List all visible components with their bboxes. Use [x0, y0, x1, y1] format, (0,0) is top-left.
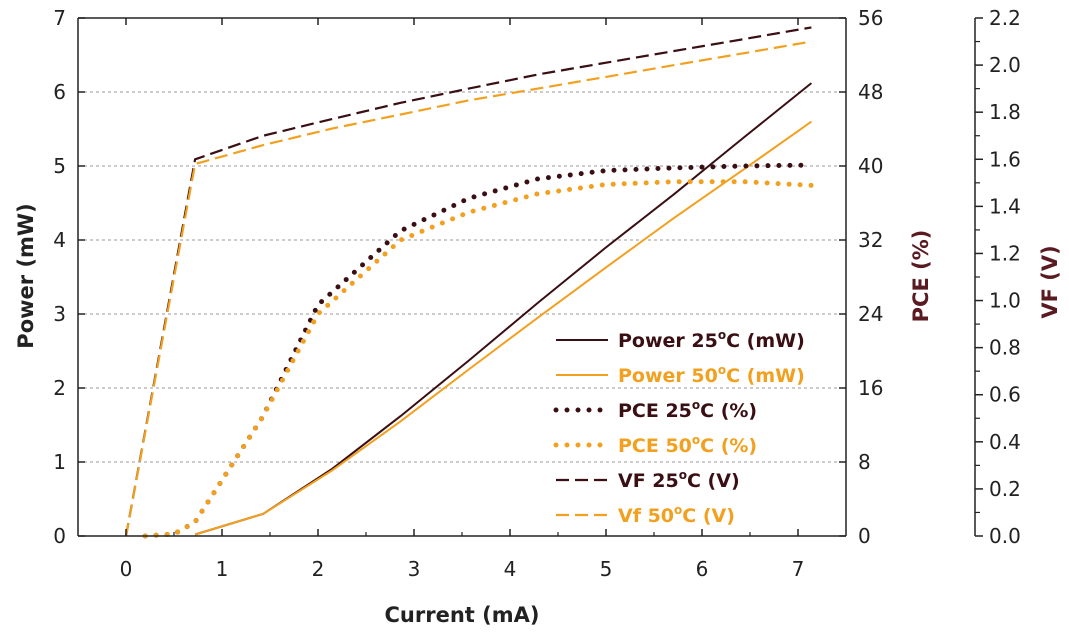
y-left-tick-label: 5	[53, 154, 66, 178]
y-left-axis-title: Power (mW)	[14, 203, 38, 348]
y-pce-tick-label: 40	[858, 154, 883, 178]
legend-label: Power 25oC (mW)	[618, 328, 805, 352]
y-pce-tick-label: 24	[858, 302, 883, 326]
axis-vf: 0.0 0.2 0.4 0.6 0.8 1.0 1.2 1.4 1.6 1.8 2.0 2.2	[974, 6, 1021, 548]
legend-label: VF 25oC (V)	[618, 468, 740, 492]
series-line-2	[142, 162, 814, 539]
y-left-tick-label: 1	[53, 450, 66, 474]
y-vf-tick-label: 2.0	[989, 53, 1021, 77]
y-left-tick-label: 3	[53, 302, 66, 326]
y-pce-tick-label: 16	[858, 376, 883, 400]
y-left-tick-label: 6	[53, 80, 66, 104]
plot-frame	[77, 17, 847, 537]
y-vf-tick-label: 1.4	[989, 194, 1021, 218]
x-tick-label: 4	[504, 557, 517, 581]
y-vf-axis-title: VF (V)	[1038, 245, 1062, 318]
y-vf-tick-label: 0.8	[989, 336, 1021, 360]
y-pce-tick-label: 0	[858, 524, 871, 548]
y-pce-tick-label: 32	[858, 228, 883, 252]
series-line-1	[194, 120, 812, 536]
y-vf-tick-label: 1.2	[989, 241, 1021, 265]
y-left-tick-label: 4	[53, 228, 66, 252]
y-pce-axis-title: PCE (%)	[909, 230, 933, 323]
y-left-tick-label: 7	[53, 6, 66, 30]
y-left-tick-label: 2	[53, 376, 66, 400]
axis-power: 0 1 2 3 4 5 6 7	[53, 6, 85, 548]
legend-label: PCE 25oC (%)	[618, 398, 757, 422]
x-tick-label: 6	[696, 557, 709, 581]
y-vf-tick-label: 1.6	[989, 147, 1021, 171]
axis-current: 0 1 2 3 4 5 6 7	[120, 18, 805, 581]
series-line-5	[124, 40, 812, 537]
y-vf-tick-label: 0.0	[989, 524, 1021, 548]
legend: Power 25oC (mW) Power 50oC (mW) PCE 25oC (…	[553, 328, 805, 527]
x-tick-label: 7	[792, 557, 805, 581]
x-axis-title: Current (mA)	[385, 603, 540, 627]
legend-label: PCE 50oC (%)	[618, 433, 757, 457]
y-vf-tick-label: 2.2	[989, 6, 1021, 30]
x-tick-label: 5	[600, 557, 613, 581]
x-tick-label: 1	[216, 557, 229, 581]
legend-label: Power 50oC (mW)	[618, 363, 805, 387]
legend-label: Vf 50oC (V)	[618, 503, 735, 527]
axis-pce: 0 8 16 24 32 40 48 56	[839, 6, 883, 548]
y-vf-tick-label: 1.0	[989, 289, 1021, 313]
y-vf-tick-label: 0.6	[989, 383, 1021, 407]
y-pce-tick-label: 48	[858, 80, 883, 104]
series-line-4	[124, 26, 812, 537]
x-tick-label: 0	[120, 557, 133, 581]
y-pce-tick-label: 56	[858, 6, 883, 30]
y-left-tick-label: 0	[53, 524, 66, 548]
y-vf-tick-label: 0.4	[989, 430, 1021, 454]
x-tick-label: 2	[312, 557, 325, 581]
x-tick-label: 3	[408, 557, 421, 581]
series-lines	[124, 26, 814, 539]
series-line-0	[194, 82, 813, 536]
y-vf-tick-label: 1.8	[989, 100, 1021, 124]
y-pce-tick-label: 8	[858, 450, 871, 474]
grid-lines	[78, 91, 846, 463]
y-vf-tick-label: 0.2	[989, 477, 1021, 501]
